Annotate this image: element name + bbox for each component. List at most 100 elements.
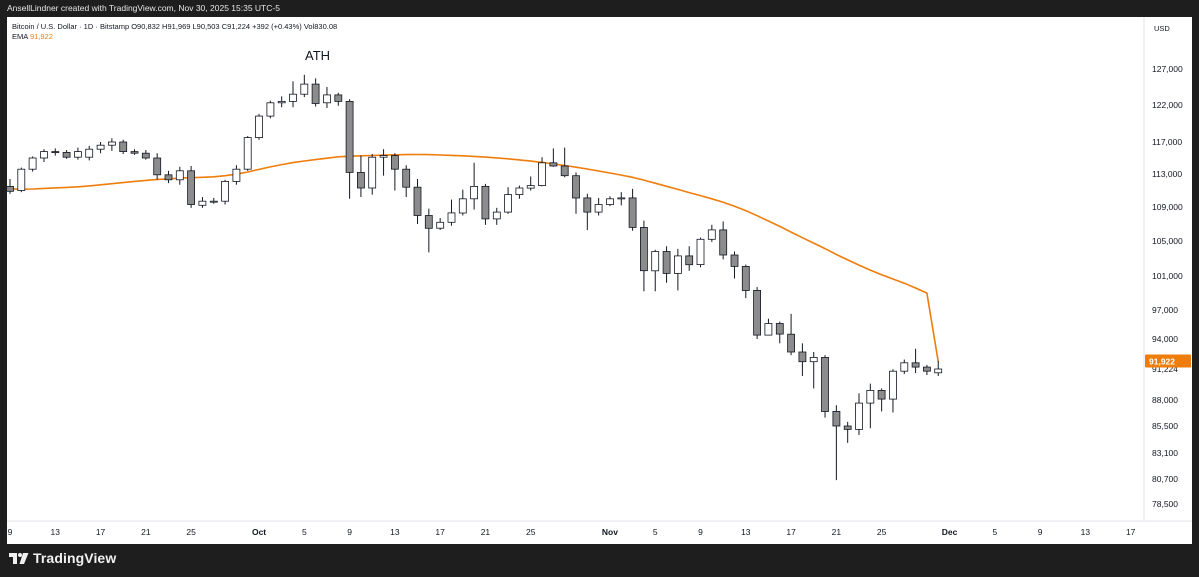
candle-body bbox=[481, 185, 490, 220]
y-tick-label: 109,000 bbox=[1152, 202, 1183, 212]
chart-canvas[interactable]: USD 127,000 122,000 117,000 113,000 109,000 10… bbox=[7, 17, 1192, 544]
attribution-bar: AnsellLindner created with TradingView.c… bbox=[0, 0, 1199, 17]
x-tick-label: 9 bbox=[347, 527, 352, 537]
y-tick-label: 85,500 bbox=[1152, 421, 1178, 431]
candle-body bbox=[175, 170, 184, 181]
candle-body bbox=[662, 251, 671, 274]
candle-body bbox=[187, 170, 196, 205]
ema-price-badge-label: 91,922 bbox=[1149, 356, 1175, 366]
chart-pane[interactable]: USD 127,000 122,000 117,000 113,000 109,000 10… bbox=[7, 17, 1192, 544]
x-tick-label: 5 bbox=[992, 527, 997, 537]
candle-body bbox=[28, 157, 37, 170]
candle-body bbox=[413, 186, 422, 216]
ema-label: EMA bbox=[12, 32, 28, 41]
x-tick-label: 17 bbox=[1126, 527, 1136, 537]
candle-body bbox=[526, 185, 535, 189]
candle-body bbox=[855, 402, 863, 430]
candle-body bbox=[798, 351, 807, 363]
y-tick-label: 80,700 bbox=[1152, 474, 1178, 484]
candle-body bbox=[277, 101, 286, 104]
candle-body bbox=[255, 115, 263, 138]
candle-body bbox=[447, 212, 456, 223]
candle-body bbox=[900, 362, 909, 372]
candle-body bbox=[221, 180, 230, 202]
x-tick-label: 21 bbox=[141, 527, 151, 537]
candle-body bbox=[17, 168, 26, 191]
ema-legend: EMA 91,922 bbox=[12, 32, 337, 42]
candle-body bbox=[617, 197, 626, 200]
candle-body bbox=[719, 229, 728, 256]
candle-body bbox=[889, 370, 897, 400]
candle-body bbox=[674, 255, 682, 274]
attribution-text: AnsellLindner created with TradingView.c… bbox=[7, 3, 280, 13]
x-tick-label: 25 bbox=[526, 527, 536, 537]
candle-body bbox=[753, 289, 761, 336]
x-tick-label: Dec bbox=[942, 527, 958, 537]
x-tick-label: 9 bbox=[698, 527, 703, 537]
candle-body bbox=[606, 198, 614, 206]
x-tick-label: 5 bbox=[653, 527, 658, 537]
candle-body bbox=[583, 197, 592, 213]
candle-body bbox=[164, 174, 173, 181]
x-tick-label: 13 bbox=[1081, 527, 1091, 537]
candle-body bbox=[311, 83, 320, 104]
candle-body bbox=[62, 151, 71, 158]
candle-body bbox=[334, 94, 343, 102]
candle-body bbox=[356, 171, 365, 189]
candle-body bbox=[424, 215, 433, 229]
candle-body bbox=[741, 265, 750, 291]
candle-body bbox=[74, 151, 82, 158]
candle-body bbox=[572, 175, 580, 199]
candle-body bbox=[560, 165, 569, 177]
y-tick-label: 105,000 bbox=[1152, 236, 1183, 246]
candle-body bbox=[549, 162, 558, 167]
logo-text: TradingView bbox=[33, 550, 117, 566]
ema-price-badge bbox=[1145, 354, 1191, 368]
x-tick-label: 13 bbox=[390, 527, 400, 537]
candle-body bbox=[628, 197, 637, 228]
x-tick-label: 21 bbox=[481, 527, 491, 537]
candle-body bbox=[821, 356, 829, 412]
tradingview-logo-icon bbox=[9, 553, 29, 564]
candle-body bbox=[153, 157, 162, 176]
candle-body bbox=[345, 101, 354, 173]
candle-body bbox=[209, 200, 218, 203]
candle-body bbox=[911, 362, 920, 368]
candle-body bbox=[198, 200, 207, 206]
candle-body bbox=[764, 323, 773, 336]
y-tick-label: 94,000 bbox=[1152, 334, 1178, 344]
candle-body bbox=[40, 151, 48, 159]
candle-body bbox=[141, 152, 150, 159]
candle-body bbox=[832, 410, 841, 427]
tradingview-logo[interactable]: TradingView bbox=[9, 550, 116, 566]
candle-body bbox=[458, 198, 467, 214]
symbol-info: Bitcoin / U.S. Dollar · 1D · Bitstamp O9… bbox=[12, 22, 338, 31]
footer-bar: TradingView bbox=[0, 544, 1199, 577]
x-tick-label: 25 bbox=[877, 527, 887, 537]
candle-body bbox=[7, 185, 14, 192]
candle-body bbox=[390, 155, 399, 170]
candle-body bbox=[232, 168, 241, 182]
x-tick-label: 25 bbox=[186, 527, 196, 537]
candle-body bbox=[923, 366, 931, 372]
candle-body bbox=[696, 238, 705, 266]
candle-body bbox=[504, 194, 513, 213]
candle-body bbox=[436, 221, 445, 229]
y-tick-label: 117,000 bbox=[1152, 137, 1182, 147]
candle-body bbox=[368, 156, 377, 189]
candle-body bbox=[640, 226, 648, 272]
candle-body bbox=[266, 102, 275, 117]
candle-body bbox=[515, 187, 524, 195]
y-tick-label: 127,000 bbox=[1152, 64, 1183, 74]
y-tick-label: 101,000 bbox=[1152, 271, 1183, 281]
ath-annotation: ATH bbox=[305, 48, 331, 63]
candle-body bbox=[119, 141, 128, 153]
candle-body bbox=[877, 389, 886, 400]
candle-body bbox=[685, 255, 694, 266]
candle-body bbox=[130, 151, 139, 154]
candle-body bbox=[594, 204, 603, 213]
x-tick-label: 13 bbox=[51, 527, 61, 537]
candle-body bbox=[809, 356, 818, 363]
y-tick-label: 113,000 bbox=[1152, 169, 1182, 179]
x-tick-label: 17 bbox=[786, 527, 796, 537]
